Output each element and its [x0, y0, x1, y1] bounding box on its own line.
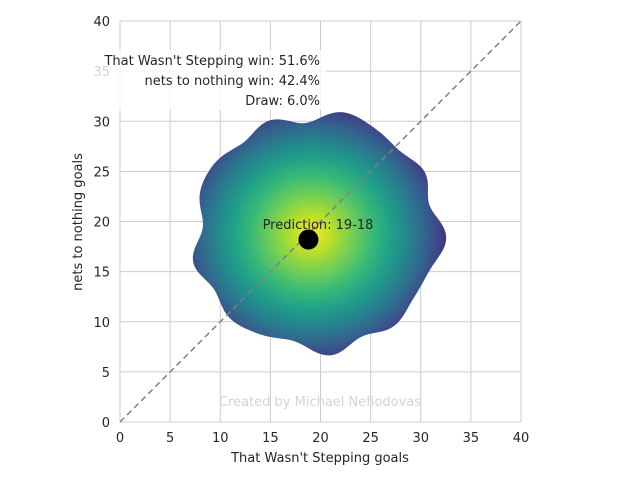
x-tick-label: 40	[513, 431, 530, 446]
y-tick-label: 0	[102, 416, 110, 431]
x-tick-label: 10	[212, 431, 229, 446]
equal-score-diagonal	[119, 20, 522, 423]
draw-probability: Draw: 6.0%	[245, 94, 320, 109]
x-tick-label: 25	[362, 431, 379, 446]
y-axis-title: nets to nothing goals	[71, 153, 86, 291]
y-tick-label: 25	[93, 165, 110, 180]
x-tick-label: 35	[463, 431, 480, 446]
score-density-region	[192, 112, 447, 356]
y-tick-label: 30	[93, 115, 110, 130]
y-tick-label: 20	[93, 216, 110, 231]
prediction-label: Prediction: 19-18	[263, 218, 374, 233]
away-win-probability: nets to nothing win: 42.4%	[145, 74, 320, 89]
x-tick-label: 5	[166, 431, 174, 446]
y-tick-label: 15	[93, 266, 110, 281]
y-tick-label: 40	[93, 15, 110, 30]
credit-text: Created by Michael Nefiodovas	[219, 395, 421, 410]
prediction-point	[298, 229, 319, 250]
x-axis-title: That Wasn't Stepping goals	[230, 451, 409, 466]
x-tick-label: 20	[312, 431, 329, 446]
x-tick-label: 15	[262, 431, 279, 446]
x-tick-label: 30	[412, 431, 429, 446]
probability-box-background	[84, 50, 326, 110]
y-tick-label: 10	[93, 316, 110, 331]
y-tick-label: 5	[102, 366, 110, 381]
probability-box: That Wasn't Stepping win: 51.6% nets to …	[84, 50, 326, 110]
x-axis-ticks: 0 5 10 15 20 25 30 35 40	[116, 431, 529, 446]
home-win-probability: That Wasn't Stepping win: 51.6%	[103, 54, 320, 69]
x-tick-label: 0	[116, 431, 124, 446]
